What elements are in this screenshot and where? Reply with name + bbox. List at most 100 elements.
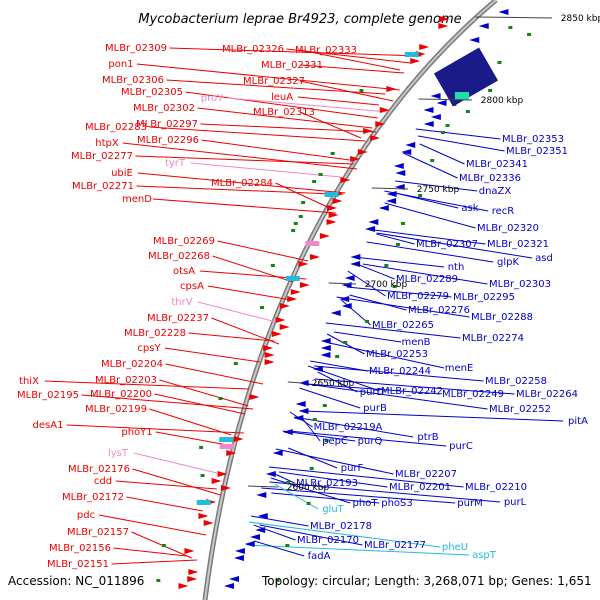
feature-dot [400,222,405,225]
reverse-gene-arrow [320,352,331,358]
gene-label-right: MLBr_02170 [297,535,359,546]
forward-gene-arrow [340,177,351,183]
reverse-gene-arrow [282,429,293,435]
gene-label-right: MLBr_02288 [471,312,533,323]
feature-dot [161,544,166,547]
gene-label-left: MLBr_02195 [17,390,79,401]
reverse-gene-arrow [393,163,404,169]
left-connector [201,139,350,161]
left-connector [299,80,394,102]
gene-label-right: purL [504,497,527,508]
accession-text: Accession: NC_011896 [8,574,144,588]
reverse-gene-arrow [293,415,304,421]
left-connector [111,559,198,565]
forward-gene-arrow [350,156,361,162]
forward-gene-arrow [264,352,275,358]
gene-label-right: MLBr_02193 [296,478,358,489]
forward-gene-arrow [386,86,397,92]
feature-dot [156,579,161,582]
forward-gene-arrow [332,198,343,204]
gene-label-left: pdc [77,510,95,521]
right-connector [376,233,415,245]
feature-dot [233,362,238,365]
feature-dot [445,124,450,127]
left-connector [113,547,187,557]
right-connector [353,256,445,268]
gene-label-left: MLBr_02302 [133,103,195,114]
gene-label-right: pitA [568,416,588,427]
feature-dot [318,173,323,176]
gene-label-right: MLBr_02321 [487,239,549,250]
forward-gene-arrow [184,548,195,554]
left-connector [188,332,275,342]
right-connector [310,360,368,372]
right-connector [329,342,445,369]
forward-gene-arrow [319,233,330,239]
gene-features [156,9,532,589]
reverse-gene-arrow [339,296,350,302]
rna-feature [285,276,300,281]
gene-label-right: pepC [322,436,348,447]
left-connector [81,394,254,410]
left-connector [217,240,309,262]
feature-dot [275,579,280,582]
feature-dot [293,222,298,225]
feature-dot [301,201,306,204]
left-connector [200,123,377,133]
reverse-gene-arrow [298,380,309,386]
gene-label-right: MLBr_02289 [396,274,458,285]
forward-gene-arrow [298,261,309,267]
left-connector [133,452,217,474]
kbp-tick-label: 2700 kbp [365,280,408,290]
gene-label-right: MLBr_02177 [364,540,426,551]
left-connector [297,96,380,106]
left-connector [299,49,401,71]
feature-dot [497,61,502,64]
forward-gene-arrow [203,520,214,526]
gene-label-right: MLBr_02274 [462,333,524,344]
right-connector [275,448,394,475]
gene-label-left: thiX [19,376,39,387]
right-connector [299,387,361,409]
left-connector [159,379,249,407]
reverse-gene-arrow [405,142,416,148]
gene-label-left: MLBr_02284 [211,178,273,189]
gene-label-right: MLBr_02253 [366,349,428,360]
forward-gene-arrow [363,128,374,134]
gene-label-right: MLBr_02207 [395,469,457,480]
gene-label-right: MLBr_02249 [442,389,504,400]
right-connector [402,152,458,179]
feature-dot [259,306,264,309]
left-connector [126,496,203,512]
right-connector [288,430,447,447]
gene-label-right: recR [492,206,515,217]
forward-gene-arrow [439,16,450,22]
gene-label-right: MLBr_02295 [453,292,515,303]
forward-gene-arrow [263,345,274,351]
label-connectors [44,47,564,565]
feature-dot [270,264,275,267]
feature-dot [365,320,370,323]
feature-dot [199,446,204,449]
forward-gene-arrow [188,569,199,575]
feature-dot [343,341,348,344]
feature-dot [285,544,290,547]
gene-label-right: pheU [442,542,468,553]
gene-label-left: MLBr_02172 [62,492,124,503]
left-connector [197,301,277,323]
forward-gene-arrow [198,513,209,519]
gene-label-left: MLBr_02326 [222,44,284,55]
feature-dot [384,264,389,267]
feature-dot [488,89,493,92]
gene-label-left: MLBr_02268 [148,251,210,262]
left-connector [207,285,292,301]
left-connector [212,255,294,283]
gene-label-right: ask [461,203,478,214]
left-connector [122,142,358,170]
feature-dot [527,33,532,36]
reverse-gene-arrow [401,149,412,155]
right-connector [346,286,452,298]
right-connector [336,296,470,318]
gene-label-left: MLBr_02199 [85,404,147,415]
reverse-gene-arrow [234,548,245,554]
